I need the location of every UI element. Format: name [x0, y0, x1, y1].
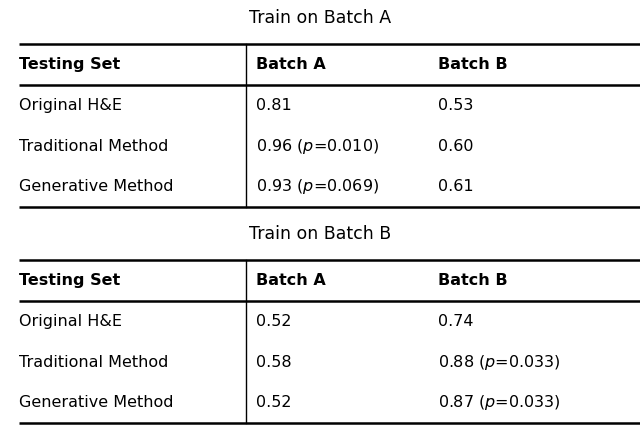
- Text: 0.81: 0.81: [256, 98, 292, 113]
- Text: Batch A: Batch A: [256, 273, 326, 288]
- Text: 0.93 ($\it{p}$=0.069): 0.93 ($\it{p}$=0.069): [256, 177, 380, 196]
- Text: 0.61: 0.61: [438, 179, 474, 194]
- Text: 0.60: 0.60: [438, 138, 474, 153]
- Text: Batch A: Batch A: [256, 57, 326, 72]
- Text: Original H&E: Original H&E: [19, 314, 122, 329]
- Text: Train on Batch B: Train on Batch B: [249, 225, 391, 243]
- Text: 0.58: 0.58: [256, 355, 292, 370]
- Text: 0.53: 0.53: [438, 98, 474, 113]
- Text: Generative Method: Generative Method: [19, 396, 173, 411]
- Text: 0.88 ($\it{p}$=0.033): 0.88 ($\it{p}$=0.033): [438, 353, 561, 372]
- Text: Original H&E: Original H&E: [19, 98, 122, 113]
- Text: Batch B: Batch B: [438, 273, 508, 288]
- Text: Traditional Method: Traditional Method: [19, 138, 168, 153]
- Text: 0.52: 0.52: [256, 396, 291, 411]
- Text: Testing Set: Testing Set: [19, 57, 120, 72]
- Text: Generative Method: Generative Method: [19, 179, 173, 194]
- Text: 0.52: 0.52: [256, 314, 291, 329]
- Text: Batch B: Batch B: [438, 57, 508, 72]
- Text: Train on Batch A: Train on Batch A: [249, 9, 391, 27]
- Text: Traditional Method: Traditional Method: [19, 355, 168, 370]
- Text: 0.87 ($\it{p}$=0.033): 0.87 ($\it{p}$=0.033): [438, 393, 561, 412]
- Text: Testing Set: Testing Set: [19, 273, 120, 288]
- Text: 0.74: 0.74: [438, 314, 474, 329]
- Text: 0.96 ($\it{p}$=0.010): 0.96 ($\it{p}$=0.010): [256, 137, 380, 156]
